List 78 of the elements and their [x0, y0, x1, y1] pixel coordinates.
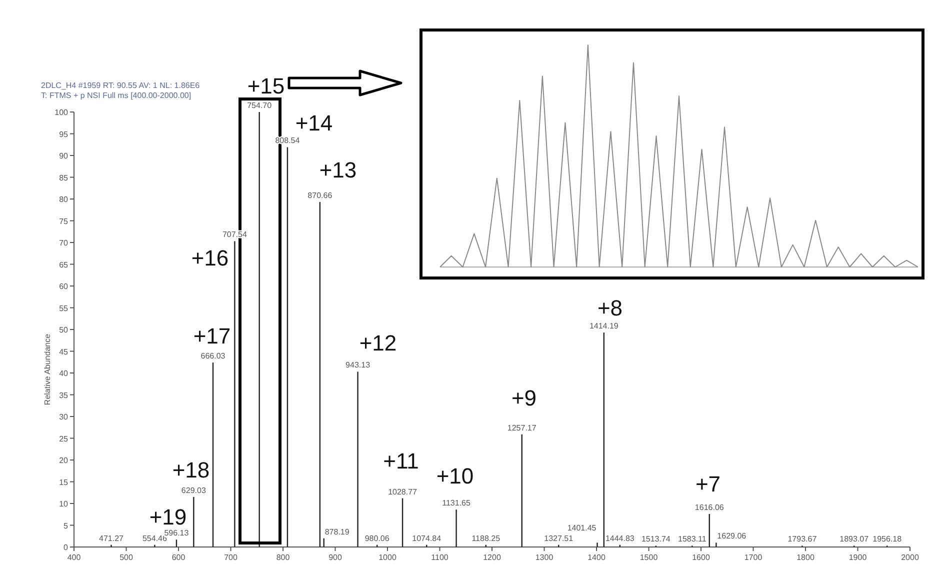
annotation: +19: [149, 504, 187, 530]
annotation: 1956.18: [872, 534, 902, 544]
annotation: 1444.83: [605, 534, 635, 543]
x-tick-label: 1100: [431, 553, 449, 562]
x-tick-label: 1000: [378, 553, 397, 562]
y-tick-label: 90: [59, 152, 69, 160]
y-tick-label: 0: [64, 543, 69, 552]
annotation: 1793.67: [788, 534, 818, 544]
annotation: +17: [193, 324, 231, 348]
x-tick-label: 700: [224, 553, 238, 562]
x-tick-label: 1500: [640, 553, 658, 562]
y-tick-label: 65: [59, 260, 69, 270]
x-tick-label: 1700: [744, 553, 763, 562]
chart-title: 2DLC_H4 #1959 RT: 90.55 AV: 1 NL: 1.86E6: [41, 81, 200, 90]
x-tick-label: 1900: [848, 553, 868, 562]
x-tick-label: 2000: [901, 553, 920, 562]
annotation: +12: [359, 330, 397, 356]
annotation: 1257.17: [507, 423, 537, 432]
y-tick-label: 10: [59, 500, 69, 508]
x-tick-label: 600: [172, 553, 186, 562]
y-tick-label: 30: [59, 412, 69, 422]
annotation: 1401.45: [567, 524, 597, 533]
x-tick-label: 1600: [692, 553, 710, 562]
x-tick-label: 1200: [483, 553, 502, 562]
x-tick-label: 800: [276, 553, 290, 562]
y-tick-label: 100: [54, 108, 69, 117]
y-tick-label: 80: [59, 195, 69, 204]
y-tick-label: 95: [59, 130, 69, 139]
y-tick-label: 85: [59, 173, 69, 182]
annotation: 878.19: [324, 527, 350, 536]
y-tick-label: 50: [59, 326, 69, 334]
annotation: 629.03: [181, 486, 206, 495]
annotation: +18: [172, 458, 210, 482]
x-tick-label: 900: [328, 553, 342, 562]
y-tick-label: 70: [59, 238, 69, 248]
y-tick-label: 60: [59, 282, 69, 291]
y-tick-label: 55: [59, 304, 69, 313]
chart-subtitle: T: FTMS + p NSI Full ms [400.00-2000.00]: [41, 91, 192, 100]
annotation: 1629.06: [717, 532, 747, 541]
annotation: 1583.11: [678, 534, 707, 544]
annotation: 1513.74: [641, 534, 671, 544]
x-tick-label: 500: [120, 553, 134, 562]
annotation: +11: [383, 448, 419, 474]
y-tick-label: 15: [59, 478, 69, 487]
annotation: 471.27: [99, 534, 124, 543]
y-axis-title: Relative Abundance: [43, 333, 52, 406]
annotation: 1028.77: [388, 487, 418, 496]
annotation: +10: [436, 464, 474, 488]
y-tick-label: 40: [59, 369, 69, 378]
annotation: 666.03: [200, 352, 226, 361]
y-tick-label: 35: [59, 390, 69, 400]
annotation: 1131.65: [442, 498, 471, 508]
annotation: +14: [295, 110, 333, 136]
annotation: +13: [319, 158, 357, 182]
y-tick-label: 20: [59, 456, 69, 465]
x-tick-label: 1400: [588, 553, 606, 562]
annotation: 1893.07: [840, 534, 870, 544]
x-tick-label: 400: [67, 553, 82, 562]
annotation: 870.66: [308, 191, 333, 200]
y-tick-label: 45: [59, 347, 69, 356]
annotation: 1616.06: [694, 502, 724, 512]
y-tick-label: 5: [64, 521, 69, 530]
y-tick-label: 25: [59, 434, 69, 444]
annotation: 980.06: [364, 534, 390, 543]
text: +15: [247, 74, 285, 98]
annotation: 1188.25: [472, 534, 501, 543]
annotation: 1074.84: [412, 534, 442, 543]
annotation: +9: [511, 386, 537, 410]
x-tick-label: 1300: [535, 553, 554, 562]
annotation: +8: [597, 296, 623, 320]
annotation: 754.70: [247, 101, 272, 110]
annotation: 943.13: [346, 360, 371, 370]
annotation: +7: [695, 472, 721, 496]
y-tick-label: 75: [59, 216, 69, 226]
annotation: 1414.19: [589, 322, 619, 331]
annotation: 1327.51: [544, 534, 574, 543]
annotation: +16: [191, 246, 229, 270]
x-tick-label: 1800: [796, 553, 815, 562]
